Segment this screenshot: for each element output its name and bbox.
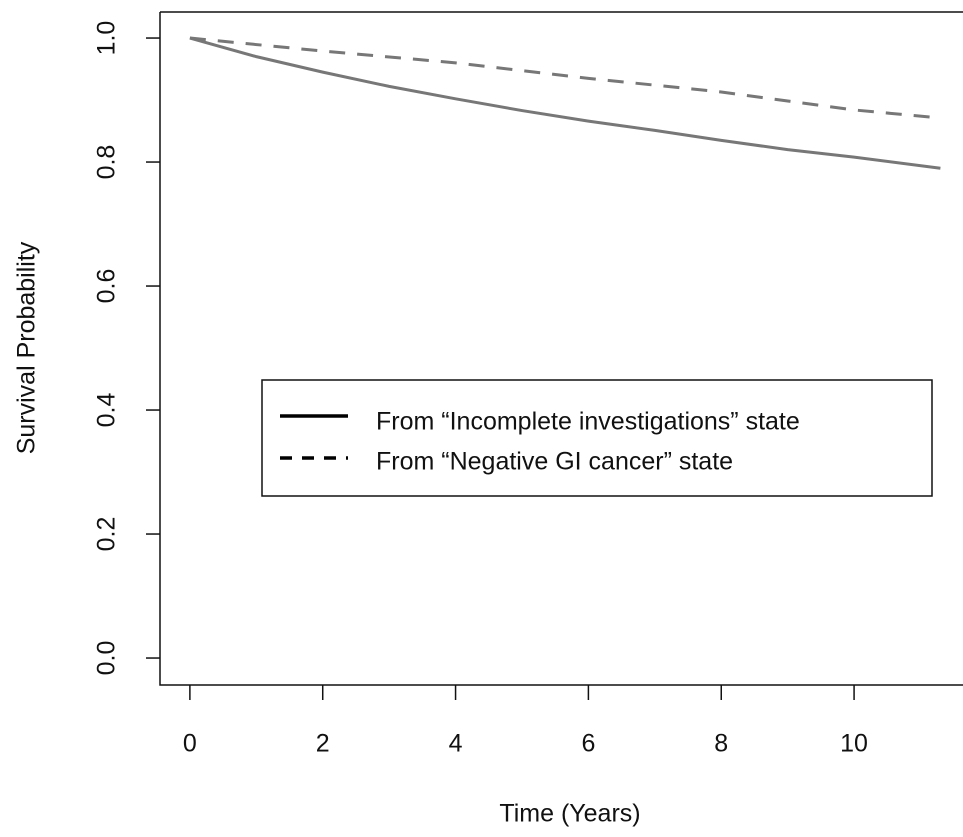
y-tick-label: 0.4 (93, 393, 121, 428)
x-tick-label: 2 (316, 730, 330, 758)
x-tick-label: 8 (714, 730, 728, 758)
x-tick-label: 0 (183, 730, 197, 758)
series-line (189, 36, 941, 170)
y-tick-label: 1.0 (93, 21, 121, 56)
x-axis-label: Time (Years) (499, 800, 640, 828)
x-tick-label: 6 (581, 730, 595, 758)
y-axis-label: Survival Probability (13, 241, 41, 454)
legend-label: From “Negative GI cancer” state (376, 448, 733, 476)
x-tick-label: 4 (449, 730, 463, 758)
y-tick-label: 0.0 (93, 641, 121, 676)
plot-frame (159, 11, 963, 686)
x-tick-label: 10 (840, 730, 868, 758)
series-line (189, 36, 941, 120)
legend-box (261, 379, 933, 497)
y-tick-label: 0.2 (93, 517, 121, 552)
y-tick-label: 0.8 (93, 145, 121, 180)
legend-label: From “Incomplete investigations” state (376, 408, 800, 436)
y-tick-label: 0.6 (93, 269, 121, 304)
legend: From “Incomplete investigations” state F… (261, 379, 933, 497)
